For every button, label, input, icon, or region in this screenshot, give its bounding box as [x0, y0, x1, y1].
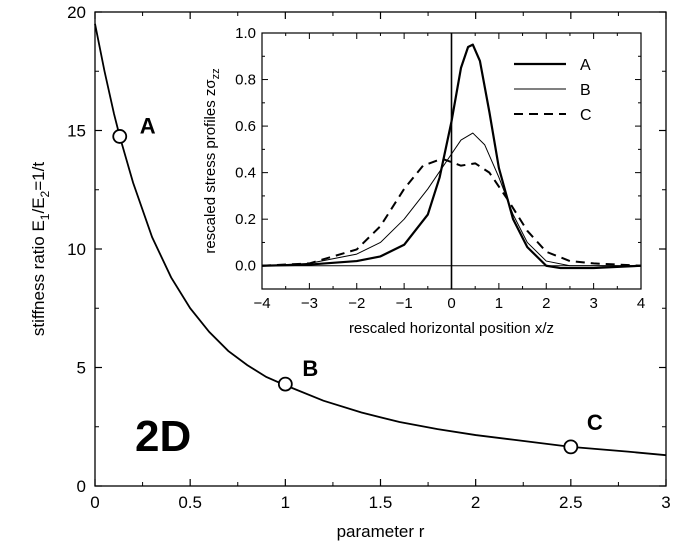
inset-x-tick-label: 1: [495, 295, 503, 312]
main-y-axis-label: stiffness ratio E1/E2=1/t: [29, 162, 52, 336]
point-marker-c: [563, 439, 579, 455]
inset-x-tick-label: 0: [447, 295, 455, 312]
inset-y-tick-label: 1.0: [235, 25, 256, 42]
inset-y-tick-label: 0.0: [235, 258, 256, 275]
legend-label-a: A: [580, 57, 591, 74]
main-x-tick-label: 1.5: [369, 493, 393, 512]
main-y-tick-label: 0: [77, 477, 86, 496]
main-x-tick-label: 3: [661, 493, 670, 512]
main-y-tick-label: 10: [67, 240, 86, 259]
inset-y-tick-label: 0.8: [235, 72, 256, 89]
inset-x-tick-label: −1: [396, 295, 413, 312]
inset-x-tick-label: −3: [301, 295, 318, 312]
inset-x-tick-label: −4: [253, 295, 270, 312]
main-y-tick-label: 20: [67, 3, 86, 22]
point-label-b: B: [302, 356, 318, 381]
point-label-a: A: [140, 113, 156, 138]
main-x-tick-label: 0.5: [178, 493, 202, 512]
legend-label-b: B: [580, 82, 591, 99]
main-x-axis-label: parameter r: [337, 522, 425, 541]
inset-series-line-b: [261, 132, 641, 267]
main-y-tick-label: 15: [67, 122, 86, 141]
main-x-tick-label: 0: [90, 493, 99, 512]
inset-x-tick-label: 3: [589, 295, 597, 312]
inset-series-line-c: [261, 157, 642, 267]
inset-y-axis-label: rescaled stress profiles zσzz: [202, 68, 222, 253]
inset-x-tick-label: −2: [348, 295, 365, 312]
inset-y-tick-label: 0.4: [235, 165, 256, 182]
main-series-line: [94, 23, 667, 457]
main-x-tick-label: 2: [471, 493, 480, 512]
point-marker-b: [277, 376, 293, 392]
inset-x-tick-label: 2: [542, 295, 550, 312]
inset-chart: −4 −3 −2 −1 0 1 2 3 4 0.0 0.2 0.4 0.6 0.8 1.0 rescaled …: [202, 25, 645, 337]
main-x-tick-label: 1: [281, 493, 290, 512]
point-label-c: C: [587, 410, 603, 435]
main-x-tick-label: 2.5: [559, 493, 583, 512]
point-marker-a: [112, 129, 128, 144]
inset-x-tick-label: 4: [637, 295, 645, 312]
inset-series-line-a: [261, 43, 642, 270]
main-y-tick-label: 5: [77, 359, 86, 378]
inset-y-tick-label: 0.6: [235, 118, 256, 135]
dimension-annotation: 2D: [135, 412, 191, 461]
inset-y-tick-label: 0.2: [235, 211, 256, 228]
legend-label-c: C: [580, 107, 592, 124]
inset-x-axis-label: rescaled horizontal position x/z: [349, 320, 554, 337]
